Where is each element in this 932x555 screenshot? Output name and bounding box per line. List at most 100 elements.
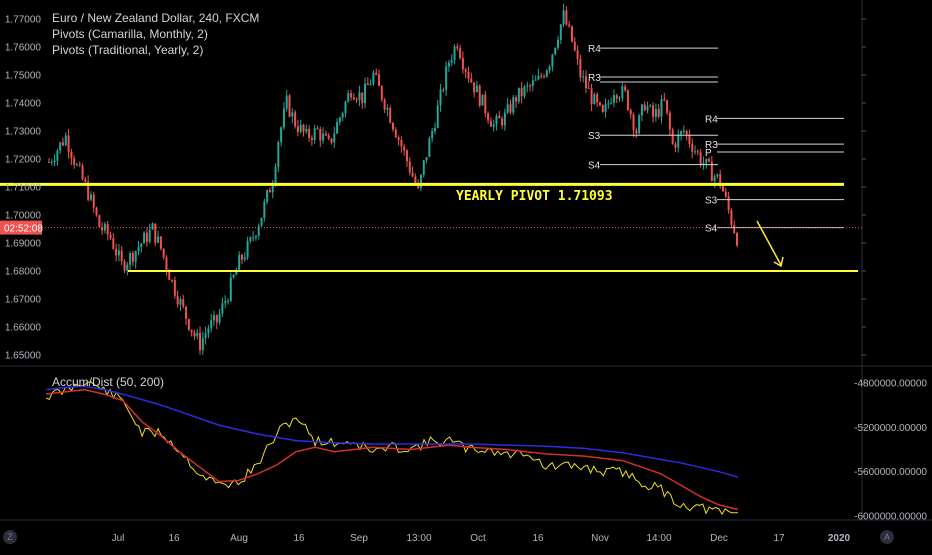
candle-body [238,254,241,270]
candle-body [422,160,425,175]
candle-body [302,124,305,132]
candle-body [548,66,551,71]
auto-scale-icon[interactable]: A [880,530,894,544]
candle-body [515,97,518,102]
candle-body [587,87,590,89]
candle [593,92,596,105]
candle [523,85,526,99]
candle [682,125,685,135]
candle-body [425,157,428,161]
candle-body [350,93,353,98]
candle [378,69,381,87]
y-tick-label: 1.73000 [5,127,42,138]
candle [187,318,190,332]
candle-body [478,85,481,106]
candle [350,89,353,101]
x-tick-label: 13:00 [406,533,431,544]
candle-body [543,76,546,78]
candle-body [260,217,263,227]
timezone-icon[interactable]: Z [3,530,17,544]
candle [473,82,476,98]
candle [654,103,657,122]
candle [459,44,462,60]
candle [59,141,62,155]
candle [478,84,481,108]
candle [408,157,411,176]
candle-body [145,232,148,242]
candle-body [520,87,523,97]
candle [433,122,436,135]
candle [131,250,134,266]
candle-body [529,85,532,87]
candle-body [509,104,512,113]
ad-tick-label: -6000000.00000 [854,512,927,523]
candle-body [570,26,573,42]
candle [587,81,590,89]
candle [103,221,106,234]
candle-body [545,70,548,77]
candle [257,223,260,240]
candle-body [447,62,450,67]
indicator-camarilla[interactable]: Pivots (Camarilla, Monthly, 2) [52,27,208,41]
candle-body [495,115,498,125]
chart-title: Euro / New Zealand Dollar, 240, FXCM [52,11,260,25]
candle [201,331,204,355]
candle [461,51,464,74]
candle [61,137,64,147]
candle-body [344,101,347,114]
candle-body [288,95,291,117]
candle [313,124,316,144]
candle [330,138,333,145]
candle-body [417,184,420,188]
last-price-text: 02:52:08 [4,224,43,235]
candle-body [618,98,621,100]
accum-dist-legend[interactable]: Accum/Dist (50, 200) [52,375,165,389]
candle [506,97,509,115]
candle-body [691,143,694,152]
pivot-level-label: R3 [705,140,718,151]
candle [470,72,473,83]
candle-body [503,112,506,126]
candle-body [612,95,615,103]
candle [162,248,165,260]
candle [710,155,713,182]
candle-body [333,133,336,143]
candle [403,144,406,156]
candle [730,208,733,228]
candle-body [705,158,708,164]
candle-body [64,135,67,146]
candle-body [271,184,274,193]
indicator-traditional[interactable]: Pivots (Traditional, Yearly, 2) [52,43,204,57]
pivot-level-label: S4 [705,224,718,235]
candle-body [358,92,361,101]
candle-body [112,238,115,249]
x-tick-label: Sep [350,533,368,544]
candle [607,99,610,109]
candle-body [115,248,118,256]
candle [660,94,663,124]
candle [657,103,660,119]
candle [151,222,154,231]
candle [615,93,618,104]
candle-body [59,142,62,151]
y-tick-label: 1.71000 [5,183,42,194]
candle [87,175,90,202]
candle-body [171,279,174,281]
candle [240,253,243,265]
candle [64,132,67,147]
candle [520,81,523,104]
candle [129,251,132,272]
candle [207,324,210,339]
candle-body [582,76,585,78]
candle [705,158,708,169]
candle-body [109,234,112,239]
candle [171,279,174,283]
candle-body [682,130,685,132]
candle [386,104,389,117]
candle [215,314,218,330]
candle-body [162,248,165,258]
candle [526,81,529,93]
